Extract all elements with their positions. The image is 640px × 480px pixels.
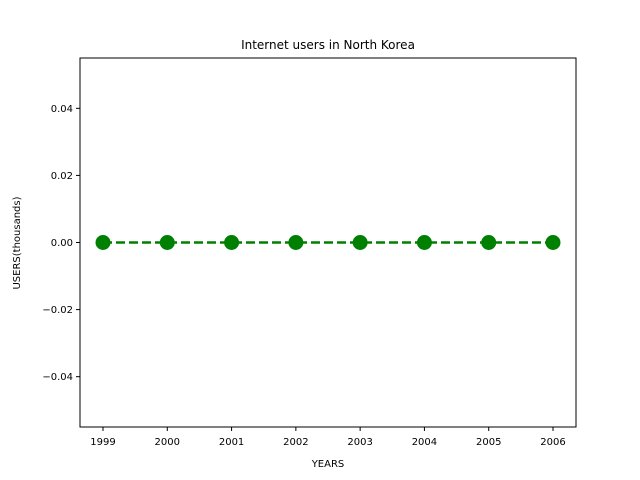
data-point: [224, 235, 240, 250]
x-tick-label: 2000: [155, 437, 180, 448]
data-point: [481, 235, 497, 250]
x-axis-label: YEARS: [311, 459, 345, 470]
data-point: [545, 235, 561, 250]
y-axis: −0.04 −0.02 0.00 0.02 0.04: [42, 104, 80, 383]
x-tick-label: 2004: [412, 437, 437, 448]
x-tick-label: 2002: [283, 437, 308, 448]
series-layer: [95, 235, 561, 250]
x-tick-label: 2003: [347, 437, 372, 448]
y-tick-label: 0.04: [51, 104, 73, 115]
x-tick-label: 2001: [219, 437, 244, 448]
x-axis: 1999 2000 2001 2002 2003 2004 2005 2006: [90, 427, 566, 448]
data-point: [416, 235, 432, 250]
chart-title: Internet users in North Korea: [241, 38, 415, 52]
y-tick-label: 0.02: [51, 171, 73, 182]
data-point: [288, 235, 304, 250]
y-axis-label: USERS(thousands): [12, 196, 23, 289]
x-tick-label: 2005: [476, 437, 501, 448]
x-tick-label: 2006: [540, 437, 565, 448]
x-tick-label: 1999: [90, 437, 115, 448]
data-point: [95, 235, 111, 250]
data-point: [352, 235, 368, 250]
data-point: [159, 235, 175, 250]
y-tick-label: −0.04: [42, 372, 73, 383]
y-tick-label: 0.00: [51, 238, 73, 249]
y-tick-label: −0.02: [42, 305, 73, 316]
